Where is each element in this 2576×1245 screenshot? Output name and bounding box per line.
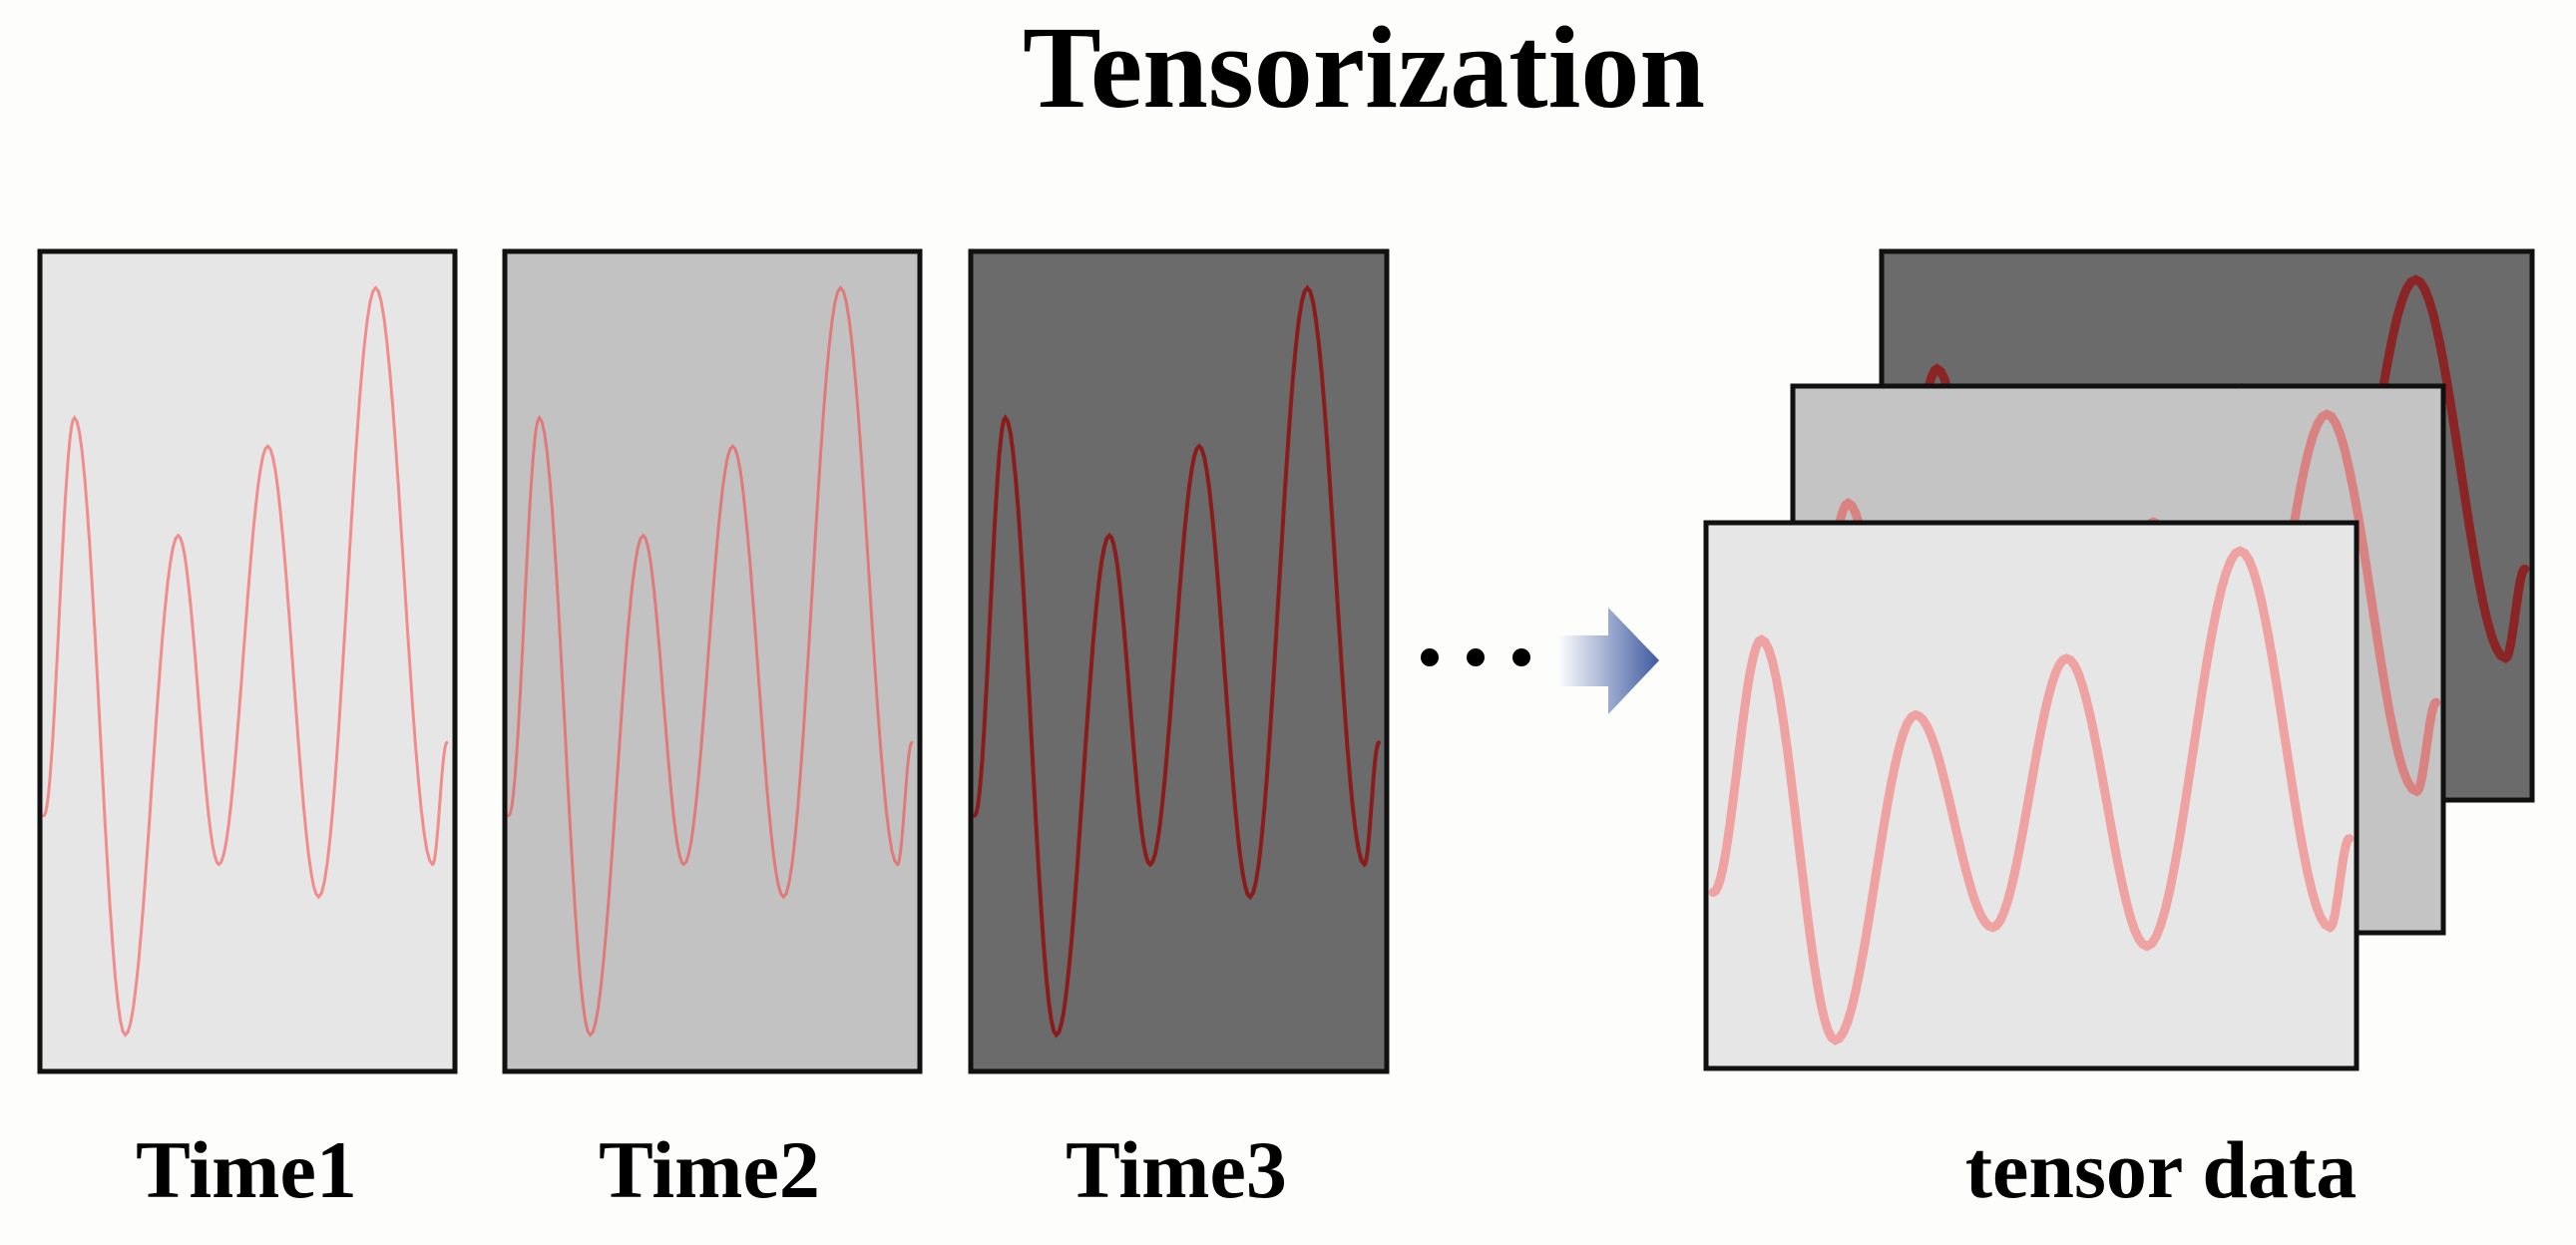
panel: [971, 251, 1387, 1071]
waveform: [973, 284, 1381, 1038]
frame-label: Time1: [136, 1124, 357, 1215]
ellipsis-dot: [1467, 648, 1485, 666]
waveform: [42, 285, 449, 1038]
ellipsis-dot: [1512, 648, 1530, 666]
panel: [40, 251, 455, 1071]
waveform: [1708, 546, 2355, 1045]
panel-border: [37, 248, 458, 1074]
panel-border: [1703, 520, 2360, 1071]
panel-border: [502, 248, 923, 1074]
panels: [37, 248, 2535, 1074]
frame-label: Time2: [599, 1124, 820, 1215]
ellipsis-dot: [1421, 648, 1439, 666]
tensor-label: tensor data: [1965, 1124, 2358, 1215]
waveform: [507, 285, 914, 1038]
panel-border: [968, 248, 1390, 1074]
frame-label: Time3: [1066, 1124, 1287, 1215]
arrow: [1557, 608, 1659, 714]
panel: [505, 251, 920, 1071]
title: Tensorization: [1023, 2, 1705, 133]
